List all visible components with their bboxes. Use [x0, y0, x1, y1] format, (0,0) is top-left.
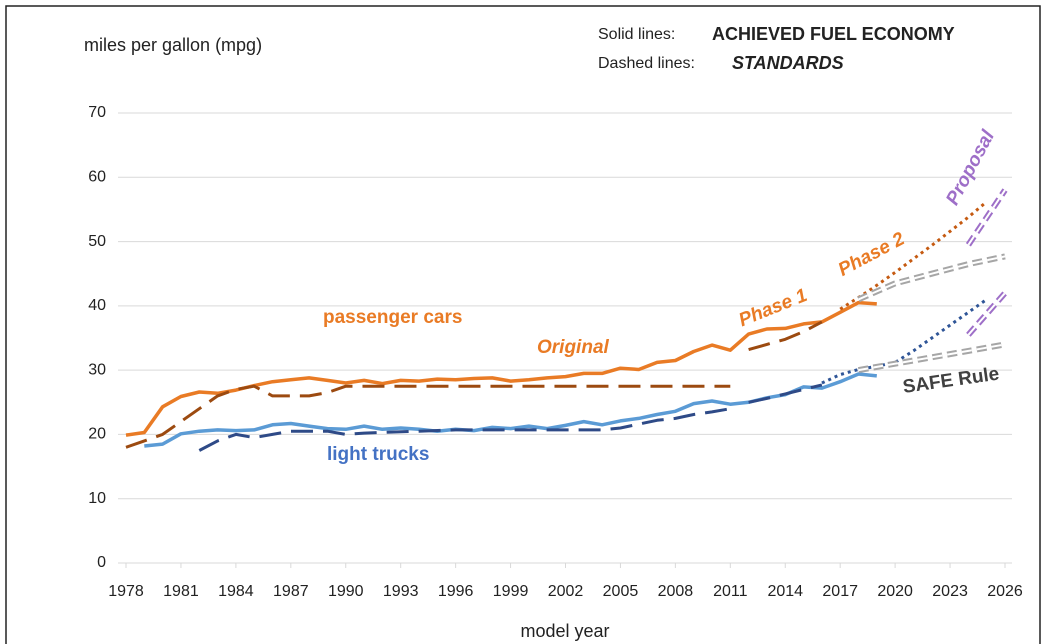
series-line [821, 298, 988, 385]
key-label: Solid lines: [598, 26, 675, 43]
series-line [198, 407, 731, 452]
series-line [748, 320, 823, 352]
y-tick-label: 40 [88, 297, 106, 314]
series-line [839, 200, 988, 311]
y-axis-label: miles per gallon (mpg) [84, 35, 262, 55]
x-tick-label: 2026 [987, 583, 1023, 600]
x-tick-label: 2017 [822, 583, 858, 600]
x-tick-label: 2020 [877, 583, 913, 600]
x-tick-label: 2011 [713, 583, 748, 600]
y-tick-label: 70 [88, 104, 106, 121]
series-line-inner [967, 189, 1006, 246]
x-tick-label: 1984 [218, 583, 254, 600]
x-tick-label: 2005 [603, 583, 639, 600]
x-axis-label: model year [520, 621, 609, 641]
y-tick-label: 50 [88, 233, 106, 250]
x-tick-label: 1987 [273, 583, 309, 600]
annotation: passenger cars [323, 307, 462, 328]
series-line-inner [858, 343, 1006, 372]
key-label: Dashed lines: [598, 55, 695, 72]
x-tick-label: 2008 [658, 583, 694, 600]
x-tick-label: 1996 [438, 583, 474, 600]
x-tick-label: 2002 [548, 583, 584, 600]
key-text: STANDARDS [732, 53, 844, 73]
series-line [125, 384, 731, 449]
y-tick-label: 60 [88, 169, 106, 186]
x-tick-label: 2014 [767, 583, 803, 600]
frame [5, 5, 1041, 644]
series-line [748, 383, 823, 404]
x-tick-label: 1999 [493, 583, 529, 600]
x-tick-label: 2023 [932, 583, 968, 600]
y-tick-label: 30 [88, 361, 106, 378]
series-line-inner [858, 255, 1006, 301]
x-tick-label: 1981 [163, 583, 199, 600]
annotation: light trucks [327, 444, 429, 465]
x-tick-label: 1990 [328, 583, 364, 600]
x-tick-label: 1993 [383, 583, 419, 600]
x-tick-label: 1978 [108, 583, 144, 600]
y-tick-label: 10 [88, 490, 106, 507]
annotation: Original [537, 337, 610, 358]
key-text: ACHIEVED FUEL ECONOMY [712, 24, 955, 44]
series-line-inner [967, 292, 1006, 336]
y-tick-label: 20 [88, 426, 106, 443]
y-tick-label: 0 [97, 554, 106, 571]
